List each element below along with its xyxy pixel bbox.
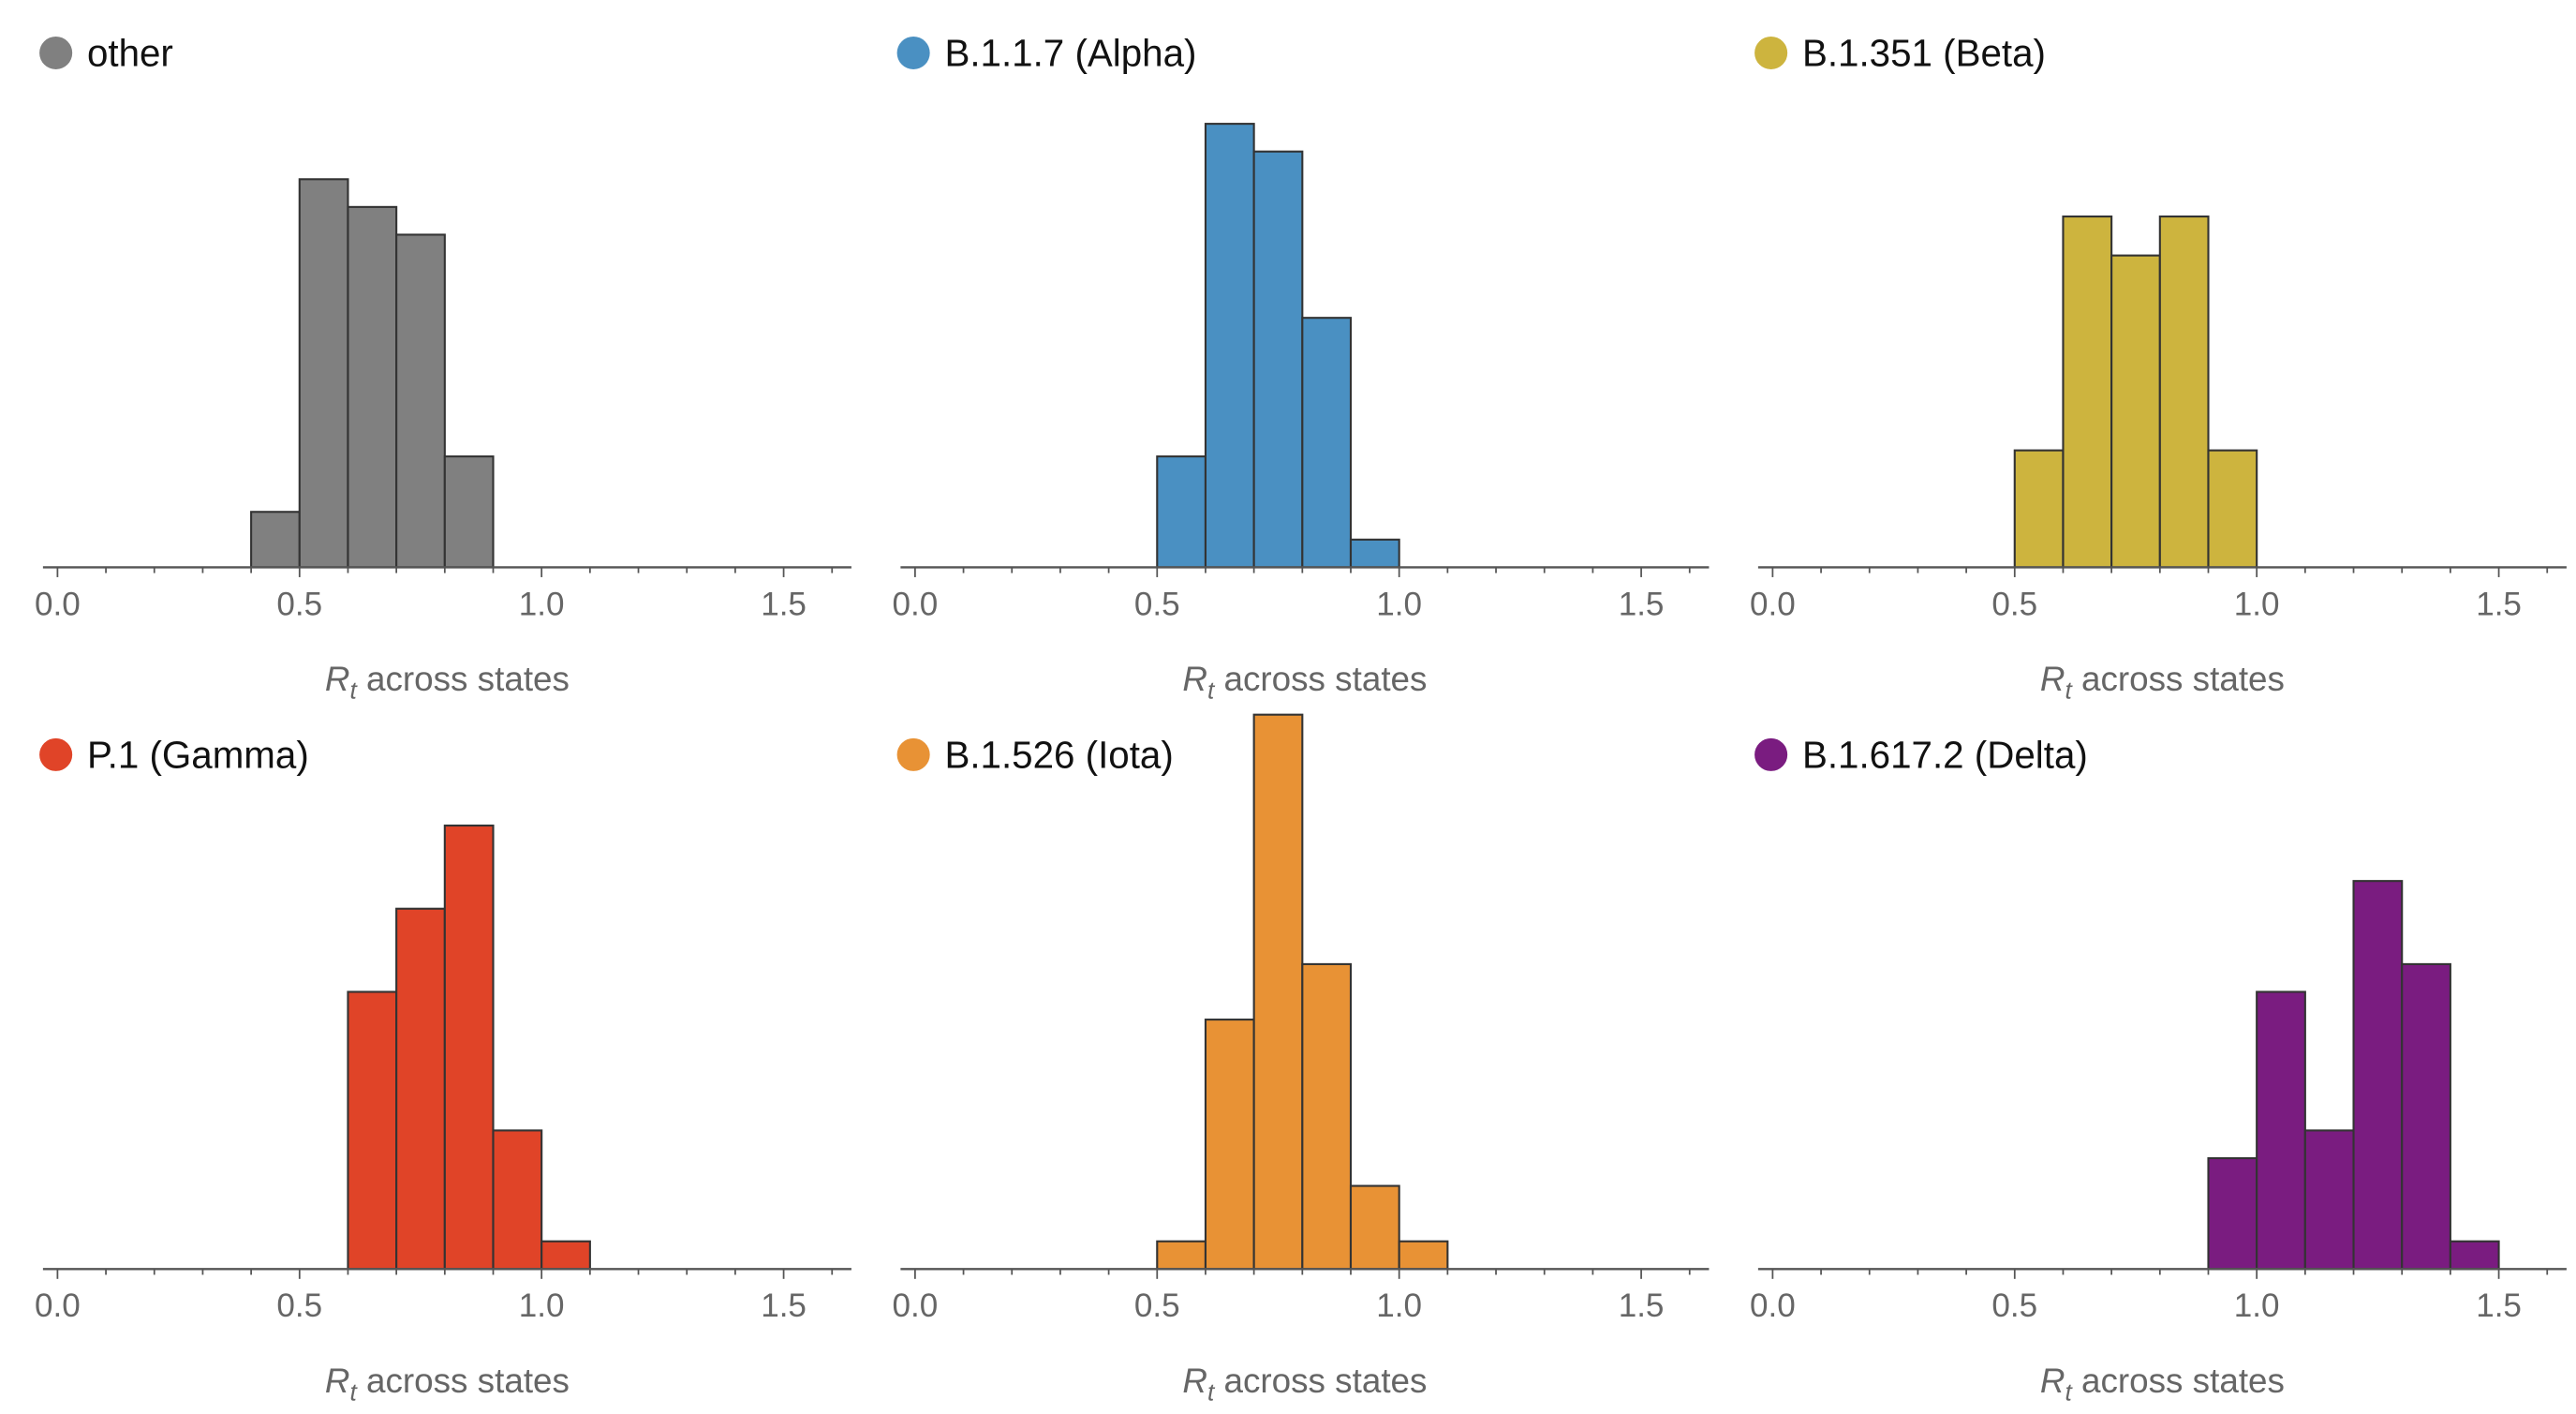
histogram-bar — [2110, 254, 2161, 569]
x-tick-label: 0.5 — [1991, 586, 2037, 622]
histogram-bar — [492, 1129, 543, 1271]
histogram-bar — [1156, 1240, 1207, 1271]
histogram-bar — [1301, 962, 1353, 1271]
x-axis-label: Rt across states — [325, 660, 570, 705]
histogram-panel: P.1 (Gamma) 0.0 0.5 1.0 1.5 Rt across states — [35, 733, 851, 1407]
histogram-bar — [2303, 1129, 2355, 1271]
x-tick-label: 1.0 — [1376, 586, 1422, 622]
histogram-bar — [1252, 713, 1304, 1271]
x-axis-label: Rt across states — [1182, 660, 1427, 705]
x-tick-label: 1.0 — [519, 1287, 565, 1324]
panel-title: B.1.526 (Iota) — [944, 733, 1173, 776]
histogram-bar — [2013, 449, 2065, 569]
histogram-bar — [347, 205, 398, 569]
x-tick-label: 0.0 — [1750, 1287, 1796, 1324]
histogram-bar — [2352, 880, 2404, 1271]
panel-title: B.1.617.2 (Delta) — [1802, 733, 2088, 776]
histogram-bar — [1349, 538, 1400, 569]
histogram-panel: B.1.526 (Iota) 0.0 0.5 1.0 1.5 Rt across stat… — [893, 713, 1710, 1407]
x-tick-label: 0.5 — [276, 586, 322, 622]
x-tick-label: 1.0 — [1376, 1287, 1422, 1324]
histogram-bar — [298, 178, 349, 569]
x-tick-label: 0.0 — [1750, 586, 1796, 622]
histogram-bar — [443, 824, 495, 1271]
legend-marker — [1754, 36, 1788, 70]
x-tick-label: 1.5 — [1619, 1287, 1665, 1324]
panel-title: P.1 (Gamma) — [87, 733, 309, 776]
histogram-bar — [395, 233, 446, 569]
histogram-bar — [1156, 455, 1207, 569]
histogram-panel: B.1.351 (Beta) 0.0 0.5 1.0 1.5 Rt across stat… — [1750, 32, 2567, 705]
x-tick-label: 1.0 — [2234, 1287, 2280, 1324]
x-axis-label: Rt across states — [2040, 660, 2285, 705]
x-tick-label: 1.5 — [761, 586, 807, 622]
x-tick-label: 1.5 — [2476, 586, 2522, 622]
panel-title: B.1.351 (Beta) — [1802, 32, 2046, 75]
histogram-bar — [443, 455, 495, 569]
histogram-bar — [395, 907, 446, 1271]
histogram-bar — [1204, 123, 1255, 569]
x-tick-label: 0.5 — [1991, 1287, 2037, 1324]
x-tick-label: 0.0 — [893, 586, 939, 622]
x-axis-label: Rt across states — [325, 1362, 570, 1407]
x-tick-label: 0.5 — [276, 1287, 322, 1324]
legend-marker — [1754, 737, 1788, 771]
x-tick-label: 0.5 — [1134, 1287, 1180, 1324]
x-tick-label: 1.5 — [761, 1287, 807, 1324]
x-tick-label: 0.5 — [1134, 586, 1180, 622]
histogram-bar — [1301, 317, 1353, 569]
histogram-panel: other 0.0 0.5 1.0 1.5 Rt across states — [35, 32, 851, 705]
x-axis-label: Rt across states — [2040, 1362, 2285, 1407]
panel-title: other — [87, 32, 173, 75]
x-tick-label: 0.0 — [35, 586, 81, 622]
x-tick-label: 1.0 — [2234, 586, 2280, 622]
x-tick-label: 1.5 — [1619, 586, 1665, 622]
legend-marker — [39, 36, 73, 70]
histogram-bar — [250, 511, 301, 569]
legend-marker — [896, 737, 930, 771]
histogram-panel: B.1.617.2 (Delta) 0.0 0.5 1.0 1.5 Rt across s… — [1750, 733, 2567, 1407]
histogram-bar — [347, 990, 398, 1271]
histogram-bar — [2449, 1240, 2500, 1271]
histogram-bar — [540, 1240, 591, 1271]
histogram-bar — [1204, 1019, 1255, 1271]
histogram-bar — [2256, 990, 2306, 1271]
histogram-bar — [2401, 962, 2451, 1271]
histogram-bar — [2207, 1156, 2258, 1271]
histogram-bar — [1398, 1240, 1449, 1271]
histogram-panel: B.1.1.7 (Alpha) 0.0 0.5 1.0 1.5 Rt across sta… — [893, 32, 1710, 705]
histogram-bar — [2158, 215, 2210, 569]
legend-marker — [896, 36, 930, 70]
x-tick-label: 1.0 — [519, 586, 565, 622]
histogram-bar — [2207, 449, 2258, 569]
histogram-bar — [1252, 150, 1304, 569]
histogram-bar — [1349, 1184, 1400, 1271]
histogram-bar — [2062, 215, 2113, 569]
x-tick-label: 1.5 — [2476, 1287, 2522, 1324]
x-tick-label: 0.0 — [893, 1287, 939, 1324]
legend-marker — [39, 737, 73, 771]
panel-title: B.1.1.7 (Alpha) — [944, 32, 1196, 75]
x-tick-label: 0.0 — [35, 1287, 81, 1324]
x-axis-label: Rt across states — [1182, 1362, 1427, 1407]
